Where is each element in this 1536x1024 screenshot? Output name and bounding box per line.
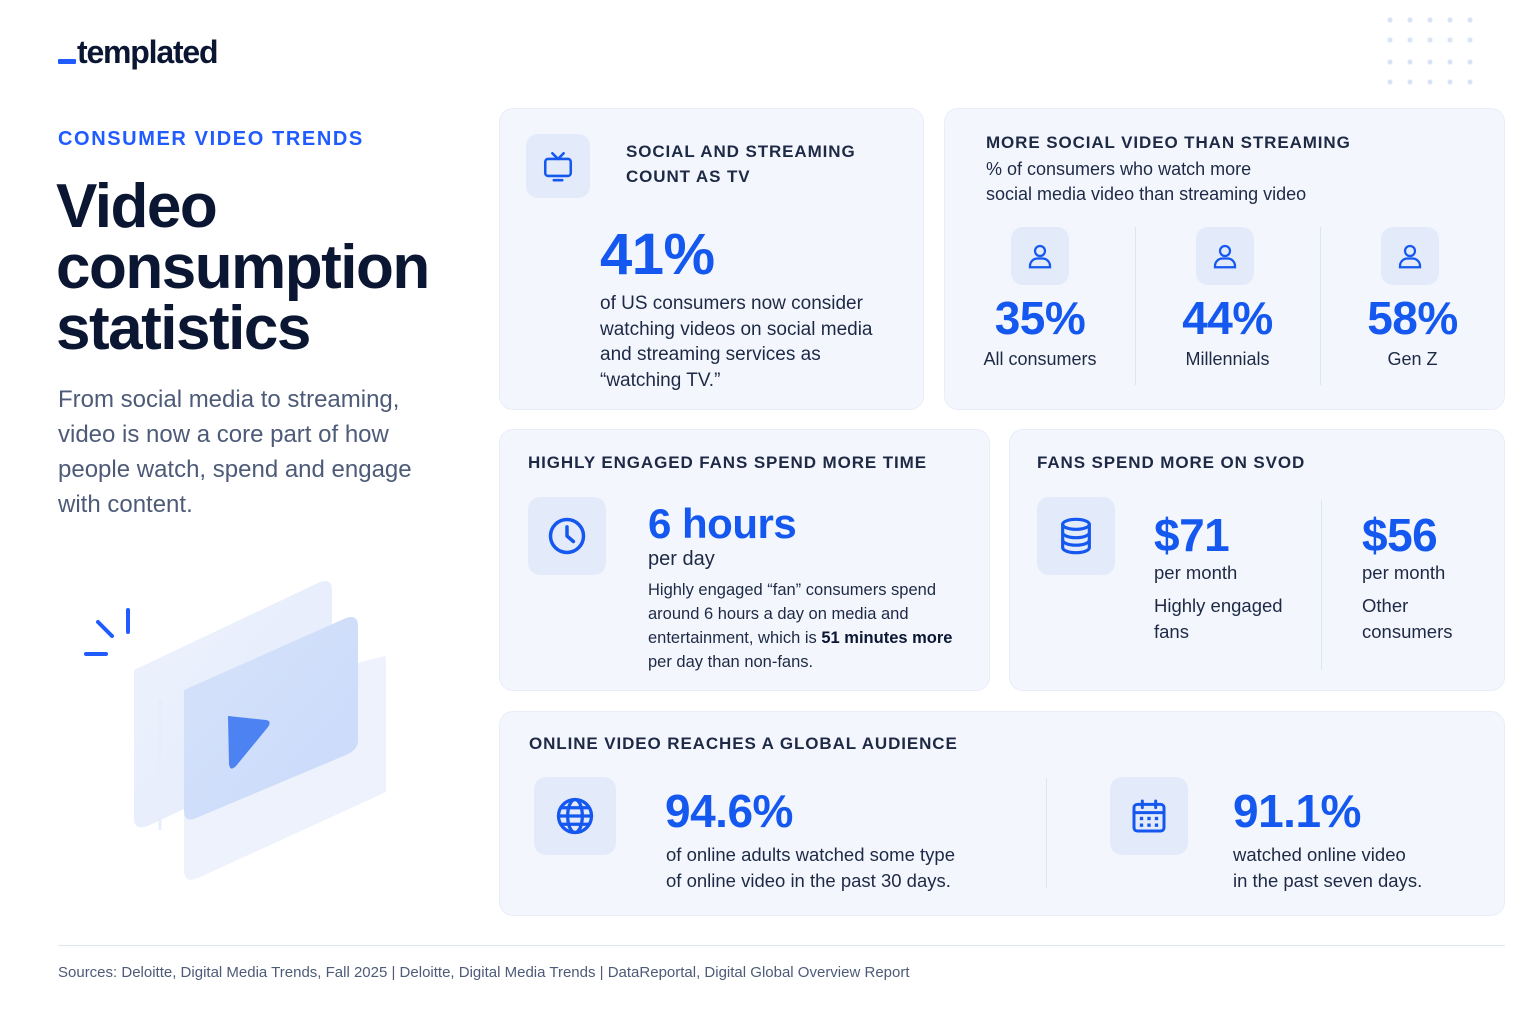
global-week-value: 91.1% xyxy=(1233,785,1361,837)
card-social-subtitle: % of consumers who watch more social med… xyxy=(986,157,1306,207)
card-global-label: ONLINE VIDEO REACHES A GLOBAL AUDIENCE xyxy=(529,734,958,753)
title-line-3: statistics xyxy=(56,294,311,363)
section-kicker: CONSUMER VIDEO TRENDS xyxy=(58,128,364,150)
svod-fans-desc-line-1: Highly engaged xyxy=(1154,595,1283,616)
logo-underscore xyxy=(58,59,76,64)
title-line-1: Video xyxy=(56,172,218,241)
calendar-icon xyxy=(1132,799,1166,833)
svod-others-desc: Other consumers xyxy=(1362,593,1452,645)
card-svod-label: FANS SPEND MORE ON SVOD xyxy=(1037,453,1306,472)
page-title: Video consumption statistics xyxy=(56,172,486,363)
time-text-line-1: Highly engaged “fan” consumers spend xyxy=(648,581,937,599)
card-tv-stat: SOCIAL AND STREAMING COUNT AS TV 41% of … xyxy=(499,108,924,410)
tv-stat-description: of US consumers now consider watching vi… xyxy=(600,291,873,393)
svod-others-value: $56 xyxy=(1362,509,1438,561)
svod-others-desc-line-1: Other xyxy=(1362,595,1409,616)
user-icon xyxy=(1213,244,1237,269)
svod-fans-unit: per month xyxy=(1154,562,1238,583)
card-time-stat: HIGHLY ENGAGED FANS SPEND MORE TIME 6 ho… xyxy=(499,429,990,691)
database-icon-box xyxy=(1037,497,1115,575)
svod-fans-value: $71 xyxy=(1154,509,1230,561)
svod-fans-desc: Highly engaged fans xyxy=(1154,593,1283,645)
stat-divider xyxy=(1321,500,1322,670)
time-text-highlight: 51 minutes more xyxy=(821,629,953,647)
card-social-title: MORE SOCIAL VIDEO THAN STREAMING xyxy=(986,133,1351,152)
global-week-line-2: in the past seven days. xyxy=(1233,869,1423,891)
tv-icon-box xyxy=(526,134,590,198)
svod-fans-desc-line-2: fans xyxy=(1154,621,1189,642)
svod-others-unit: per month xyxy=(1362,562,1446,583)
globe-icon-box xyxy=(534,777,616,855)
stat-all-icon-box xyxy=(1011,227,1069,285)
card-social-stat: MORE SOCIAL VIDEO THAN STREAMING % of co… xyxy=(944,108,1505,410)
stat-all-label: All consumers xyxy=(983,349,1097,369)
clock-icon xyxy=(548,517,586,555)
card-svod-stat: FANS SPEND MORE ON SVOD $71 per month Hi… xyxy=(1009,429,1505,691)
time-text-line-2: around 6 hours a day on media and xyxy=(648,605,909,623)
tv-icon xyxy=(543,151,573,182)
time-text-line-4: per day than non-fans. xyxy=(648,653,814,671)
global-month-line-1: of online adults watched some type xyxy=(666,844,955,865)
social-subtitle-line-2: social media video than streaming video xyxy=(986,184,1307,204)
stat-divider xyxy=(1046,778,1047,888)
stat-genz-label: Gen Z xyxy=(1387,349,1438,369)
time-text-line-3-a: entertainment, which is xyxy=(648,629,822,647)
card-global-stat: ONLINE VIDEO REACHES A GLOBAL AUDIENCE 9… xyxy=(499,711,1505,916)
stat-millennials-label: Millennials xyxy=(1185,349,1270,369)
video-player-illustration xyxy=(84,581,386,880)
user-icon xyxy=(1398,244,1422,269)
stat-genz-icon-box xyxy=(1381,227,1439,285)
stat-genz-value: 58% xyxy=(1367,292,1458,344)
logo-text: templated xyxy=(77,34,219,70)
tv-text-line-1: of US consumers now consider xyxy=(600,293,863,314)
global-week-description: watched online video in the past seven d… xyxy=(1233,842,1422,893)
title-line-2: consumption xyxy=(56,233,430,302)
stat-divider xyxy=(1135,227,1136,385)
brand-logo: templated xyxy=(58,34,219,70)
global-month-description: of online adults watched some type of on… xyxy=(666,842,955,893)
time-stat-unit: per day xyxy=(648,548,715,570)
card-tv-label-line-1: SOCIAL AND STREAMING xyxy=(626,142,856,161)
tv-text-line-2: watching videos on social media xyxy=(600,318,873,340)
stat-all-value: 35% xyxy=(994,292,1086,344)
stat-millennials-value: 44% xyxy=(1182,292,1273,344)
stat-divider xyxy=(1320,227,1321,385)
globe-icon xyxy=(556,797,594,835)
global-month-line-2: of online video in the past 30 days. xyxy=(666,869,951,891)
clock-icon-box xyxy=(528,497,606,575)
tv-stat-value: 41% xyxy=(600,222,715,287)
time-stat-value: 6 hours xyxy=(648,500,797,547)
global-week-line-1: watched online video xyxy=(1233,844,1406,865)
time-text-line-3: entertainment, which is 51 minutes more xyxy=(648,626,952,650)
database-icon xyxy=(1061,517,1091,555)
tv-text-line-3: and streaming services as xyxy=(600,344,821,365)
tv-text-line-4: “watching TV.” xyxy=(600,369,721,391)
sources-footnote: Sources: Deloitte, Digital Media Trends,… xyxy=(58,964,910,981)
calendar-icon-box xyxy=(1110,777,1188,855)
global-month-value: 94.6% xyxy=(665,785,793,837)
footer-divider xyxy=(58,945,1505,946)
card-time-label: HIGHLY ENGAGED FANS SPEND MORE TIME xyxy=(528,453,927,472)
card-tv-label: SOCIAL AND STREAMING COUNT AS TV xyxy=(626,139,856,189)
user-icon xyxy=(1028,244,1052,269)
stat-millennials-icon-box xyxy=(1196,227,1254,285)
time-stat-description: Highly engaged “fan” consumers spend aro… xyxy=(648,578,952,674)
svod-others-desc-line-2: consumers xyxy=(1362,621,1453,642)
social-subtitle-line-1: % of consumers who watch more xyxy=(986,159,1252,179)
intro-paragraph: From social media to streaming, video is… xyxy=(58,386,412,518)
dot-grid-decoration xyxy=(1387,17,1473,85)
card-tv-label-line-2: COUNT AS TV xyxy=(626,167,751,186)
